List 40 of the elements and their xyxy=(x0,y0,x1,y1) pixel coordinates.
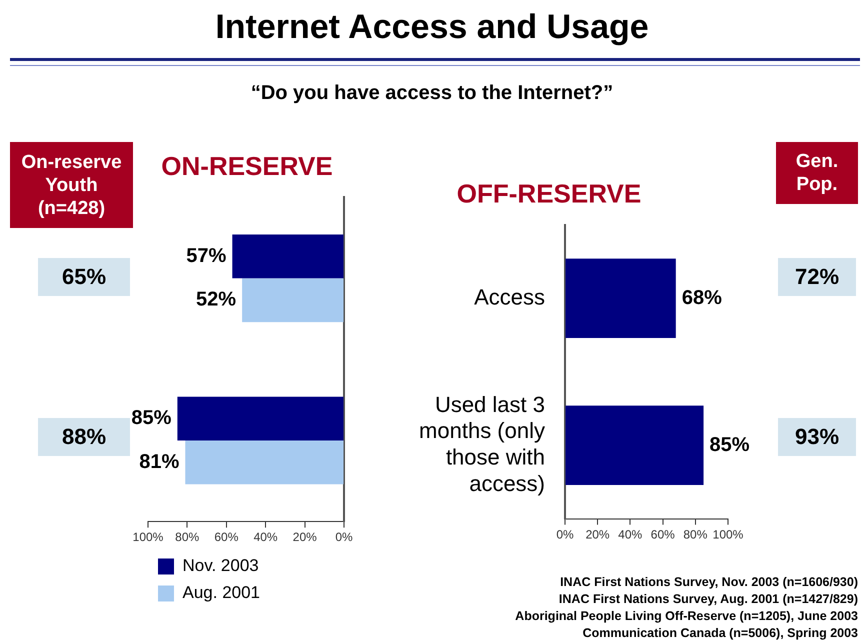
text: 72% xyxy=(778,258,856,296)
text: INAC First Nations Survey, Aug. 2001 (n=1427/829) xyxy=(558,592,858,606)
text: Aboriginal People Living Off-Reserve (n=1205), June 2003 xyxy=(515,609,858,623)
x-tick-label: 100% xyxy=(132,530,164,544)
x-tick-label: 40% xyxy=(254,530,278,544)
text: “Do you have access to the Internet?” xyxy=(250,82,614,105)
x-tick-label: 60% xyxy=(214,530,239,544)
x-tick-label: 20% xyxy=(586,527,610,542)
bar xyxy=(232,234,344,278)
bar xyxy=(242,278,344,322)
x-tick-label: 0% xyxy=(335,530,353,544)
text: Communication Canada (n=5006), Spring 2003 xyxy=(582,626,858,640)
bar xyxy=(177,396,344,440)
data-label: 68% xyxy=(682,286,722,309)
bar xyxy=(185,440,344,484)
data-label: 52% xyxy=(196,288,236,311)
x-tick-label: 80% xyxy=(175,530,200,544)
text: On-reserve Youth (n=428) xyxy=(10,142,133,228)
x-tick-label: 60% xyxy=(650,527,676,542)
chart-title: ON-RESERVE xyxy=(161,150,333,181)
x-tick-label: 100% xyxy=(712,527,744,542)
legend-label: Aug. 2001 xyxy=(182,583,260,602)
text: 65% xyxy=(38,258,130,296)
x-tick-label: 40% xyxy=(618,527,643,542)
chart-title: OFF-RESERVE xyxy=(456,178,642,208)
data-label: 85% xyxy=(710,434,750,456)
data-label: 57% xyxy=(186,244,226,267)
data-label: 85% xyxy=(131,407,172,430)
data-label: 81% xyxy=(139,450,180,473)
text: 93% xyxy=(778,418,856,456)
text: INAC First Nations Survey, Nov. 2003 (n=1606/930) xyxy=(560,575,858,589)
text: Gen. Pop. xyxy=(776,142,858,204)
text: 88% xyxy=(38,418,130,456)
legend-label: Nov. 2003 xyxy=(182,556,259,576)
y-tick-label: Used last 3 months (only those with access) xyxy=(419,392,545,496)
x-tick-label: 20% xyxy=(292,530,318,544)
x-tick-label: 80% xyxy=(683,527,708,542)
text: Internet Access and Usage xyxy=(214,8,650,47)
x-tick-label: 0% xyxy=(556,527,574,542)
y-tick-label: Access xyxy=(474,284,545,310)
